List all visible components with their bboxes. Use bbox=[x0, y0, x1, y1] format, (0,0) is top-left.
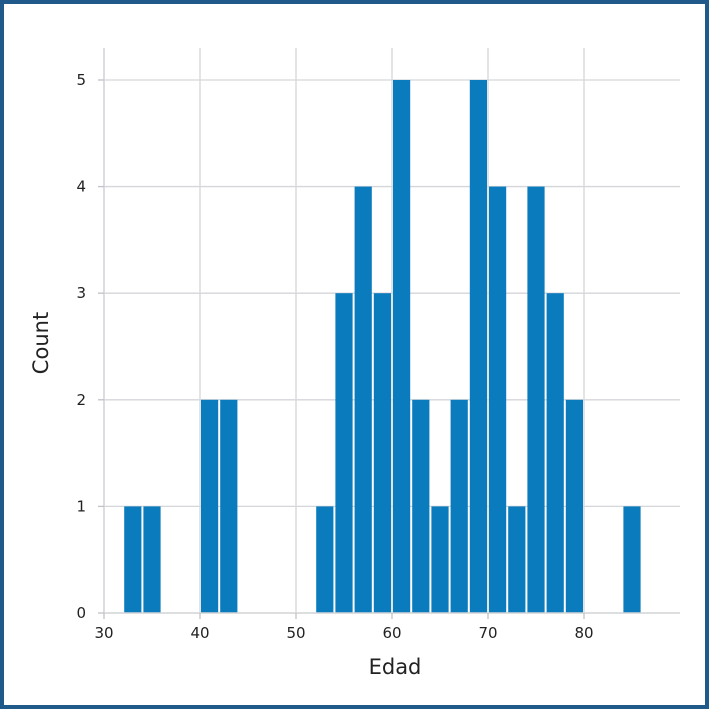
y-tick-label: 0 bbox=[76, 604, 86, 622]
y-tick-label: 3 bbox=[76, 284, 86, 302]
x-tick-label: 70 bbox=[478, 624, 497, 642]
histogram-bars bbox=[124, 79, 641, 613]
x-tick-label: 80 bbox=[574, 624, 593, 642]
histogram-bar bbox=[489, 186, 507, 613]
histogram-bar bbox=[450, 399, 468, 613]
y-axis-title: Count bbox=[29, 312, 53, 374]
y-tick-label: 2 bbox=[76, 391, 86, 409]
histogram-bar bbox=[201, 399, 219, 613]
histogram-bar bbox=[220, 399, 238, 613]
histogram-bar bbox=[316, 506, 334, 613]
histogram-bar bbox=[393, 79, 411, 613]
y-tick-label: 4 bbox=[76, 178, 86, 196]
histogram-bar bbox=[354, 186, 372, 613]
histogram-bar bbox=[527, 186, 545, 613]
histogram-bar bbox=[469, 79, 487, 613]
x-tick-label: 60 bbox=[382, 624, 401, 642]
x-axis-title: Edad bbox=[369, 655, 422, 679]
histogram-bar bbox=[143, 506, 161, 613]
grid-lines bbox=[103, 48, 680, 614]
y-axis-ticks: 0 1 2 3 4 5 bbox=[76, 71, 104, 622]
y-tick-label: 1 bbox=[76, 497, 86, 515]
histogram-bar bbox=[508, 506, 526, 613]
histogram-bar bbox=[373, 293, 391, 613]
histogram-bar bbox=[431, 506, 449, 613]
histogram-bar bbox=[623, 506, 641, 613]
histogram-bar bbox=[124, 506, 142, 613]
x-axis-ticks: 30 40 50 60 70 80 bbox=[94, 613, 594, 642]
histogram-bar bbox=[412, 399, 430, 613]
histogram-bar bbox=[565, 399, 583, 613]
x-tick-label: 40 bbox=[190, 624, 209, 642]
x-tick-label: 50 bbox=[286, 624, 305, 642]
x-tick-label: 30 bbox=[94, 624, 113, 642]
histogram-bar bbox=[546, 293, 564, 613]
histogram-bar bbox=[335, 293, 353, 613]
y-tick-label: 5 bbox=[76, 71, 86, 89]
